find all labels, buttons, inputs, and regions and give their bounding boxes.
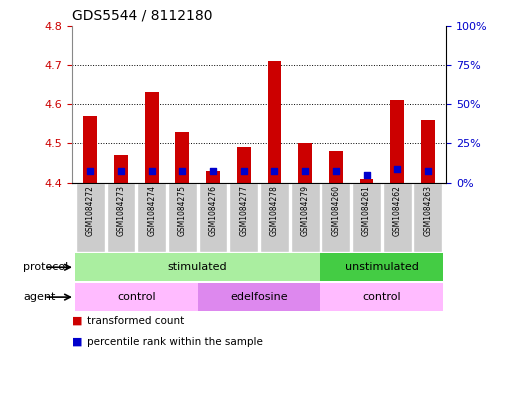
- Bar: [114, 155, 128, 183]
- Text: GSM1084277: GSM1084277: [239, 185, 248, 237]
- Text: GSM1084260: GSM1084260: [331, 185, 340, 237]
- Text: ■: ■: [72, 316, 82, 326]
- Point: [301, 168, 309, 174]
- Text: GSM1084272: GSM1084272: [86, 185, 95, 236]
- Text: control: control: [363, 292, 401, 302]
- Point: [117, 168, 125, 174]
- Text: GDS5544 / 8112180: GDS5544 / 8112180: [72, 9, 212, 23]
- Bar: [321, 253, 443, 281]
- Text: edelfosine: edelfosine: [230, 292, 288, 302]
- Bar: [229, 183, 258, 252]
- Text: agent: agent: [23, 292, 55, 302]
- Bar: [168, 183, 197, 252]
- Bar: [260, 183, 289, 252]
- Bar: [199, 183, 227, 252]
- Point: [362, 172, 370, 178]
- Point: [178, 168, 186, 174]
- Bar: [329, 151, 343, 183]
- Bar: [421, 120, 435, 183]
- Bar: [206, 171, 220, 183]
- Text: GSM1084261: GSM1084261: [362, 185, 371, 236]
- Bar: [291, 183, 320, 252]
- Point: [86, 168, 94, 174]
- Text: control: control: [117, 292, 155, 302]
- Text: protocol: protocol: [23, 262, 68, 272]
- Text: percentile rank within the sample: percentile rank within the sample: [87, 336, 263, 347]
- Bar: [75, 253, 321, 281]
- Bar: [198, 283, 321, 311]
- Point: [393, 166, 401, 172]
- Text: ■: ■: [72, 336, 82, 347]
- Bar: [75, 283, 198, 311]
- Text: transformed count: transformed count: [87, 316, 185, 326]
- Bar: [321, 183, 350, 252]
- Point: [424, 168, 432, 174]
- Text: GSM1084278: GSM1084278: [270, 185, 279, 236]
- Bar: [76, 183, 105, 252]
- Bar: [237, 147, 251, 183]
- Point: [270, 168, 279, 174]
- Bar: [352, 183, 381, 252]
- Point: [148, 168, 156, 174]
- Point: [240, 168, 248, 174]
- Bar: [267, 61, 281, 183]
- Point: [332, 168, 340, 174]
- Text: GSM1084275: GSM1084275: [178, 185, 187, 237]
- Bar: [360, 179, 373, 183]
- Bar: [175, 132, 189, 183]
- Point: [209, 168, 217, 174]
- Bar: [383, 183, 411, 252]
- Bar: [107, 183, 135, 252]
- Bar: [145, 92, 159, 183]
- Bar: [390, 100, 404, 183]
- Bar: [413, 183, 442, 252]
- Text: GSM1084276: GSM1084276: [208, 185, 218, 237]
- Text: unstimulated: unstimulated: [345, 262, 419, 272]
- Text: GSM1084273: GSM1084273: [116, 185, 126, 237]
- Bar: [83, 116, 97, 183]
- Text: stimulated: stimulated: [168, 262, 227, 272]
- Text: GSM1084262: GSM1084262: [392, 185, 402, 236]
- Bar: [321, 283, 443, 311]
- Text: GSM1084263: GSM1084263: [423, 185, 432, 237]
- Text: GSM1084279: GSM1084279: [301, 185, 310, 237]
- Bar: [137, 183, 166, 252]
- Text: GSM1084274: GSM1084274: [147, 185, 156, 237]
- Bar: [298, 143, 312, 183]
